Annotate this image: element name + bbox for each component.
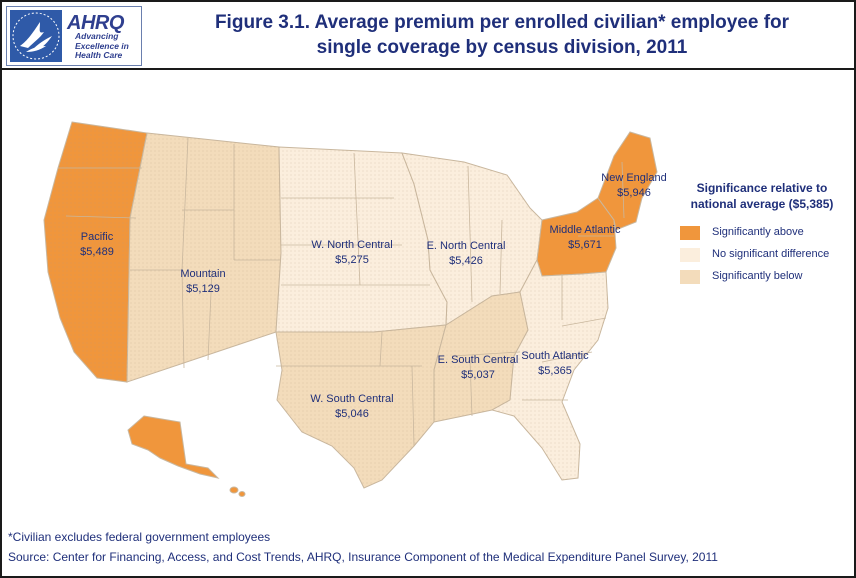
legend-swatch-no-diff bbox=[680, 248, 700, 262]
figure-header: AHRQ Advancing Excellence in Health Care… bbox=[2, 2, 854, 70]
region-name: W. South Central bbox=[310, 393, 394, 405]
state-borders bbox=[58, 137, 625, 447]
region-new-england[interactable] bbox=[597, 131, 658, 231]
legend-swatch-above bbox=[680, 226, 700, 240]
legend-item-below: Significantly below bbox=[670, 267, 854, 286]
region-value: $5,037 bbox=[461, 369, 495, 381]
legend-item-no-diff: No significant difference bbox=[670, 245, 854, 264]
region-name: New England bbox=[601, 172, 667, 184]
ahrq-tagline-1: Advancing bbox=[75, 31, 119, 41]
region-name: W. North Central bbox=[311, 239, 393, 251]
region-value: $5,426 bbox=[449, 255, 483, 267]
region-pacific-alaska[interactable] bbox=[127, 415, 220, 479]
region-name: Pacific bbox=[80, 231, 114, 243]
region-name: E. North Central bbox=[426, 240, 506, 252]
figure-title-line-1: Figure 3.1. Average premium per enrolled… bbox=[214, 12, 790, 33]
region-value: $5,275 bbox=[335, 254, 369, 266]
region-name: E. South Central bbox=[437, 354, 519, 366]
region-label-south-atlantic: South Atlantic $5,365 bbox=[512, 349, 598, 379]
region-label-e-south-central: E. South Central $5,037 bbox=[426, 353, 530, 383]
legend-title: Significance relative to national averag… bbox=[670, 180, 854, 212]
region-value: $5,671 bbox=[568, 239, 602, 251]
region-label-e-north-central: E. North Central $5,426 bbox=[416, 239, 516, 269]
map-legend: Significance relative to national averag… bbox=[670, 180, 854, 286]
legend-title-line-2: national average ($5,385) bbox=[690, 197, 834, 211]
region-value: $5,489 bbox=[80, 246, 114, 258]
ahrq-wordmark-text: AHRQ bbox=[67, 12, 124, 34]
region-label-w-north-central: W. North Central $5,275 bbox=[302, 238, 402, 268]
legend-label-below: Significantly below bbox=[712, 270, 803, 282]
figure-title: Figure 3.1. Average premium per enrolled… bbox=[152, 10, 852, 60]
region-name: South Atlantic bbox=[521, 350, 589, 362]
figure-title-line-2: single coverage by census division, 2011 bbox=[316, 37, 688, 58]
region-label-w-south-central: W. South Central $5,046 bbox=[302, 392, 402, 422]
hhs-eagle-icon bbox=[10, 10, 62, 62]
us-map-svg bbox=[43, 121, 658, 497]
region-mountain[interactable] bbox=[126, 132, 282, 383]
legend-label-no-diff: No significant difference bbox=[712, 248, 830, 260]
region-name: Mountain bbox=[180, 268, 226, 280]
region-value: $5,946 bbox=[617, 187, 651, 199]
region-label-middle-atlantic: Middle Atlantic $5,671 bbox=[540, 223, 630, 253]
region-value: $5,129 bbox=[186, 283, 220, 295]
ahrq-tagline-3: Health Care bbox=[75, 50, 123, 60]
ahrq-tagline-2: Excellence in bbox=[75, 40, 129, 51]
region-name: Middle Atlantic bbox=[549, 224, 621, 236]
region-value: $5,365 bbox=[538, 365, 572, 377]
legend-item-above: Significantly above bbox=[670, 223, 854, 242]
region-label-mountain: Mountain $5,129 bbox=[168, 267, 238, 297]
legend-label-above: Significantly above bbox=[712, 226, 804, 238]
legend-swatch-below bbox=[680, 270, 700, 284]
us-map: Pacific $5,489 Mountain $5,129 W. North … bbox=[2, 70, 854, 522]
region-label-pacific: Pacific $5,489 bbox=[62, 230, 132, 260]
ahrq-wordmark: AHRQ Advancing Excellence in Health Care bbox=[65, 10, 137, 62]
footnote: *Civilian excludes federal government em… bbox=[8, 530, 271, 544]
ahrq-logo[interactable]: AHRQ Advancing Excellence in Health Care bbox=[6, 6, 142, 66]
ahrq-tagline: Advancing Excellence in Health Care bbox=[75, 31, 129, 61]
source-note: Source: Center for Financing, Access, an… bbox=[8, 550, 718, 564]
legend-title-line-1: Significance relative to bbox=[696, 181, 828, 195]
region-pacific-hawaii[interactable] bbox=[229, 486, 246, 497]
region-label-new-england: New England $5,946 bbox=[594, 171, 674, 201]
region-value: $5,046 bbox=[335, 408, 369, 420]
